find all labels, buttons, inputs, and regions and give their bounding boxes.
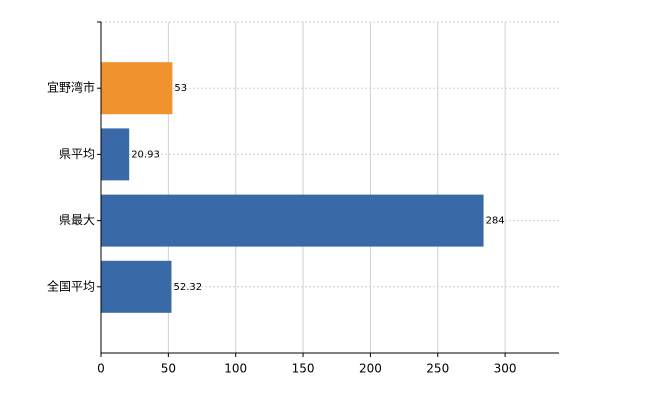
y-tick-label: 宜野湾市: [47, 80, 95, 95]
x-tick-label: 50: [161, 362, 176, 376]
x-tick-label: 0: [97, 362, 105, 376]
value-label: 284: [486, 216, 505, 227]
bar: [101, 62, 173, 115]
x-tick-label: 100: [224, 362, 247, 376]
x-tick-label: 200: [359, 362, 382, 376]
bar: [101, 128, 130, 181]
value-label: 20.93: [131, 149, 160, 160]
value-label: 52.32: [173, 282, 202, 293]
bar: [101, 194, 484, 247]
x-tick-label: 150: [292, 362, 315, 376]
y-tick-label: 県平均: [59, 147, 95, 161]
bar: [101, 260, 172, 313]
x-tick-label: 300: [494, 362, 517, 376]
value-label: 53: [174, 83, 187, 94]
y-tick-label: 全国平均: [47, 278, 95, 293]
x-tick-label: 250: [426, 362, 449, 376]
y-tick-label: 県最大: [59, 213, 95, 227]
